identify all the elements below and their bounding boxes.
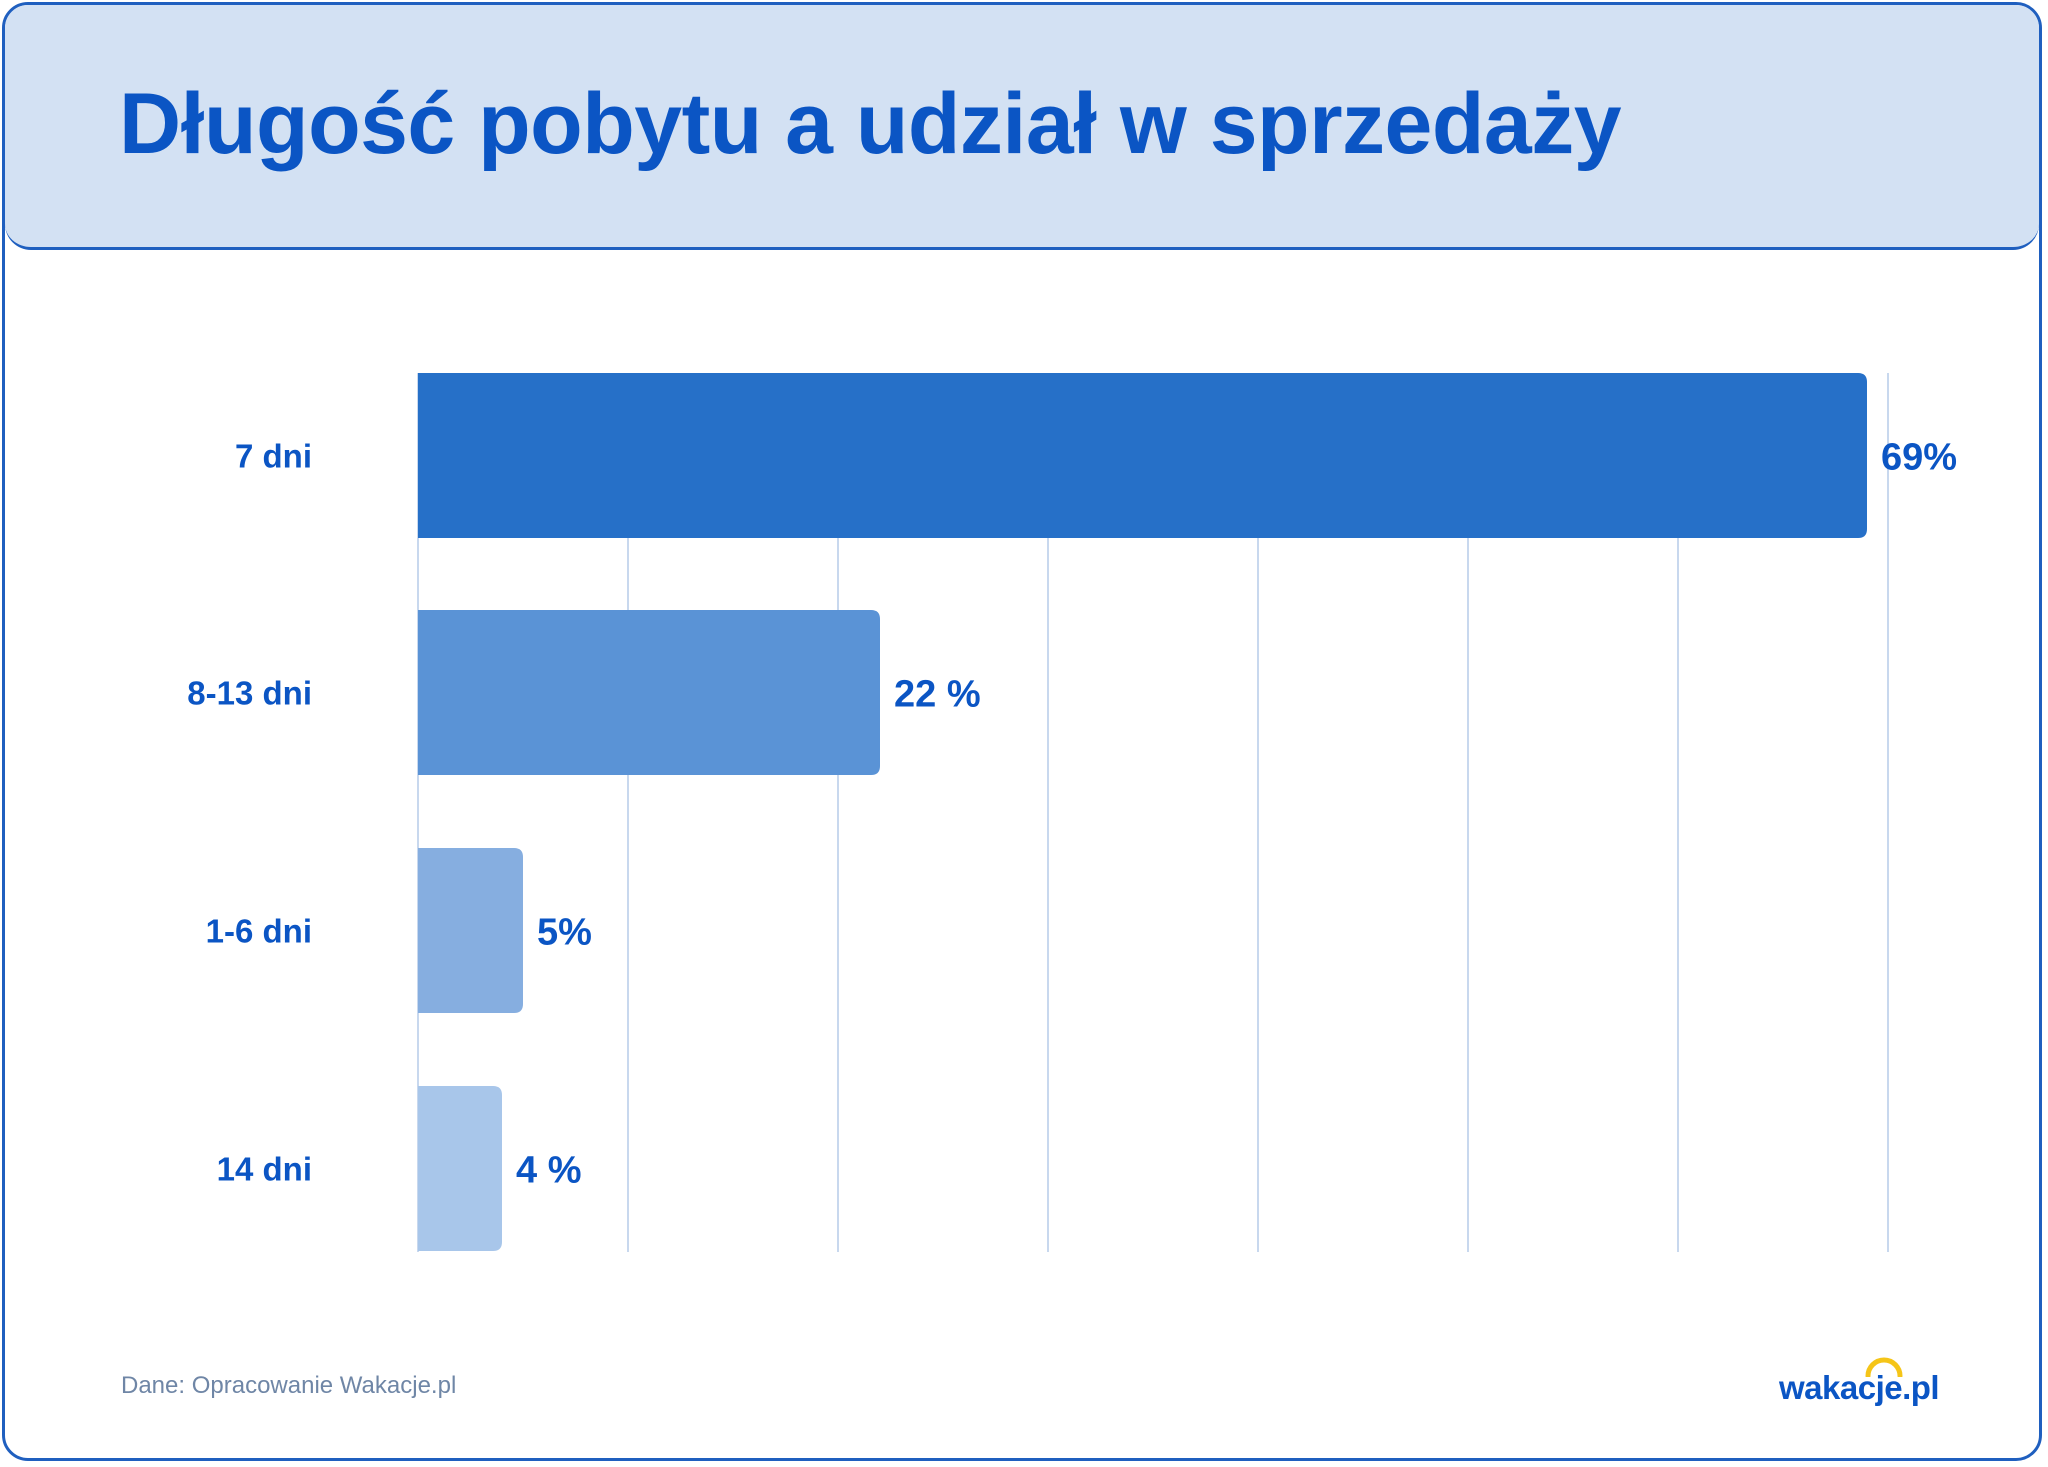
category-label: 8-13 dni: [187, 675, 312, 712]
source-note: Dane: Opracowanie Wakacje.pl: [121, 1372, 457, 1399]
value-label: 22 %: [894, 674, 981, 716]
bar-chart: 7 dni 69% 8-13 dni 22 % 1-6 dni 5% 14 dni 4 %: [187, 373, 1957, 1252]
labels: 7 dni 69% 8-13 dni 22 % 1-6 dni 5% 14 dni 4 %: [187, 437, 1957, 1192]
value-label: 69%: [1881, 437, 1957, 479]
category-label: 7 dni: [235, 438, 312, 475]
category-label: 1-6 dni: [206, 913, 312, 950]
value-label: 4 %: [516, 1150, 581, 1192]
brand-logo: wakacje.pl: [1779, 1355, 1940, 1415]
bar: [418, 1086, 502, 1251]
value-label: 5%: [537, 912, 592, 954]
page-title: Długość pobytu a udział w sprzedaży: [119, 76, 1622, 172]
bar: [418, 848, 523, 1013]
logo-text: wakacje.pl: [1779, 1369, 1940, 1406]
bar: [418, 373, 1867, 538]
category-label: 14 dni: [217, 1151, 312, 1188]
bars: [418, 373, 1867, 1251]
bar: [418, 610, 880, 775]
sun-icon: [1865, 1357, 1903, 1377]
header-banner: Długość pobytu a udział w sprzedaży: [5, 5, 2039, 250]
